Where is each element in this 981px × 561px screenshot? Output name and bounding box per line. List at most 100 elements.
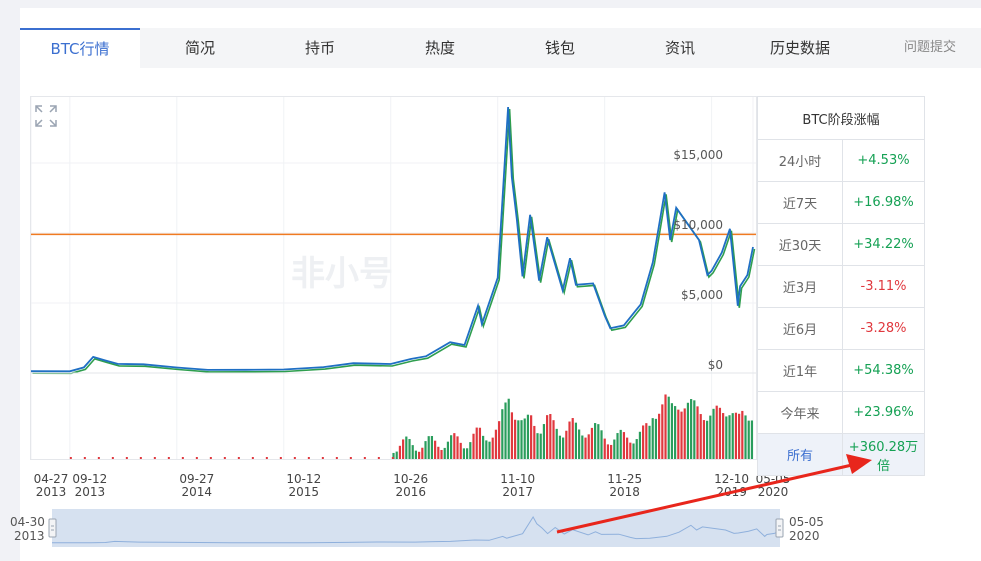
volume-bar: [555, 428, 558, 459]
volume-bar: [667, 396, 670, 459]
x-tick-date: 04-27: [34, 472, 69, 486]
period-value: +54.38%: [842, 349, 925, 392]
volume-bar: [590, 427, 594, 459]
y-tick-label: $5,000: [681, 288, 723, 302]
volume-bar: [321, 457, 324, 459]
volume-bar: [279, 457, 282, 459]
volume-bar: [696, 406, 699, 459]
volume-bar: [307, 457, 310, 459]
volume-bar: [209, 457, 212, 459]
period-value: +34.22%: [842, 223, 925, 266]
period-value: +23.96%: [842, 391, 925, 434]
volume-bar: [424, 441, 427, 459]
tab-popularity[interactable]: 热度: [424, 39, 455, 57]
volume-bar: [335, 457, 338, 459]
volume-bar: [530, 415, 533, 459]
volume-bar: [725, 416, 728, 459]
fullscreen-icon[interactable]: [33, 103, 59, 129]
period-label-all[interactable]: 所有: [757, 433, 843, 476]
volume-bar: [83, 457, 86, 459]
volume-bar: [453, 433, 456, 459]
volume-bar: [680, 411, 683, 459]
volume-bar: [712, 408, 715, 459]
volume-bar: [638, 431, 642, 459]
volume-bar: [648, 425, 651, 459]
volume-bar: [520, 420, 523, 459]
volume-bar: [613, 439, 616, 459]
volume-bar: [690, 399, 693, 459]
volume-bar: [594, 423, 597, 459]
volume-bar: [440, 449, 443, 459]
table-row: 所有 +360.28万倍: [757, 433, 925, 476]
volume-bar: [619, 429, 622, 459]
y-tick-label: $0: [708, 358, 723, 372]
volume-bar: [265, 457, 268, 459]
table-row: 近3月 -3.11%: [757, 265, 925, 308]
price-line-shadow: [32, 108, 756, 375]
volume-bar: [510, 412, 514, 459]
tab-overview[interactable]: 简况: [184, 39, 215, 57]
tab-history-data[interactable]: 历史数据: [769, 39, 830, 57]
volume-bar: [349, 457, 352, 459]
volume-bar: [237, 457, 240, 459]
volume-bar: [501, 409, 504, 459]
volume-bar: [610, 444, 613, 459]
volume-bar: [485, 440, 488, 459]
volume-bar: [498, 421, 501, 459]
volume-bar: [651, 418, 654, 459]
x-tick-year: 2015: [288, 485, 319, 499]
y-axis-ticks: $0 $5,000 $10,000 $15,000: [673, 148, 723, 372]
period-label: 近1年: [757, 349, 843, 392]
period-change-title: BTC阶段涨幅: [757, 96, 925, 140]
volume-bar: [731, 413, 734, 459]
volume-bar: [392, 452, 395, 459]
volume-bar: [635, 439, 638, 459]
volume-bar: [167, 457, 170, 459]
volume-bar: [549, 414, 552, 459]
volume-bar: [741, 410, 744, 459]
volume-bar: [97, 457, 100, 459]
tab-bar: BTC行情 简况 持币 热度 钱包 资讯 历史数据 问题提交: [20, 28, 981, 68]
volume-bar: [562, 437, 565, 459]
tab-holdings[interactable]: 持币: [304, 39, 335, 57]
period-label: 今年来: [757, 391, 843, 434]
volume-bar: [664, 394, 667, 459]
volume-bar: [600, 430, 603, 459]
volume-bar: [456, 436, 459, 459]
navigator-left-handle[interactable]: [48, 518, 57, 538]
volume-bar: [293, 457, 296, 459]
volume-bar: [738, 413, 741, 459]
report-issue-link[interactable]: 问题提交: [903, 40, 956, 55]
y-tick-label: $15,000: [673, 148, 723, 162]
volume-bar: [507, 398, 510, 459]
x-tick-date: 10-12: [286, 472, 321, 486]
volume-bar: [488, 441, 491, 459]
price-chart[interactable]: 非小号 $0 $5,000 $10,000 $15,000: [30, 96, 757, 460]
tab-wallet[interactable]: 钱包: [544, 39, 575, 57]
volume-bar: [658, 413, 661, 459]
volume-bar: [475, 427, 478, 459]
volume-bar: [517, 420, 520, 459]
period-value-all: +360.28万倍: [842, 433, 925, 476]
price-line: [30, 106, 754, 373]
tab-btc-market[interactable]: BTC行情: [20, 28, 140, 68]
range-navigator[interactable]: 04-30 2013 05-05 2020: [0, 509, 981, 561]
volume-bar: [722, 413, 725, 459]
volume-bar: [363, 457, 366, 459]
volume-bar: [568, 421, 571, 459]
volume-bar: [408, 439, 411, 459]
volume-bar: [111, 457, 114, 459]
table-row: 近1年 +54.38%: [757, 349, 925, 392]
volume-bar: [626, 437, 629, 459]
volume-bar: [482, 435, 485, 459]
volume-bar: [571, 418, 574, 459]
volume-bar: [661, 404, 664, 459]
volume-bar: [391, 457, 394, 459]
volume-bar: [597, 424, 600, 459]
period-value: -3.28%: [842, 307, 925, 350]
navigator-right-handle[interactable]: [775, 518, 784, 538]
volume-bar: [542, 424, 546, 459]
volume-bar: [462, 448, 466, 459]
tab-news[interactable]: 资讯: [664, 39, 695, 57]
volume-bar: [744, 415, 747, 459]
